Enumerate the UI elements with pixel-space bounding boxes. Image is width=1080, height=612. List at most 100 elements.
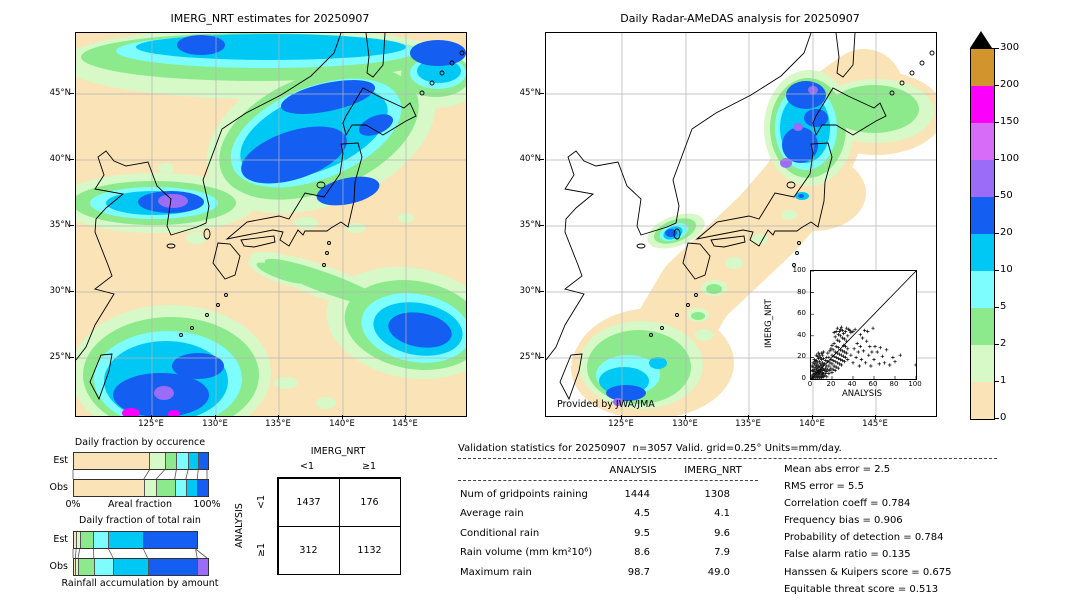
stats-analysis-value: 98.7 [627,566,650,578]
metric-line: Correlation coeff = 0.784 [784,498,911,510]
occurrence-obs-bar [73,479,209,497]
bar-segment [74,532,78,548]
totalrain-obs-bar [73,558,209,576]
inset-x-tick: 60 [868,380,878,388]
left-map-lon-label: 125°E [138,419,164,429]
right-map-title: Daily Radar-AMeDAS analysis for 20250907 [620,12,860,25]
bar-segment [157,480,176,496]
bar-segment [165,453,178,469]
inset-scatter [810,270,917,380]
occurrence-chart-title: Daily fraction by occurence [74,437,206,448]
inset-y-tick: 40 [797,330,806,339]
right-map-lon-label: 145°E [862,419,888,429]
metric-line: RMS error = 5.5 [784,481,864,493]
contingency-hits-cell: 1132 [338,525,401,575]
contingency-col-title: IMERG_NRT [310,446,366,457]
occurrence-est-bar [73,452,209,470]
left-map-lat-label: 30°N [49,286,71,296]
metric-line: Hanssen & Kuipers score = 0.675 [784,566,952,578]
colorbar-tick-label: 10 [1000,264,1013,275]
totalrain-connectors [72,548,208,559]
contingency-col-label-ge1: ≥1 [361,461,376,472]
right-map-lat-label: 25°N [519,352,541,362]
areal-fraction-label: Areal fraction [107,499,172,510]
colorbar-segment [971,234,994,271]
colorbar-segment [971,345,994,382]
stats-metrics: Mean abs error = 2.5 RMS error = 5.5 Corre… [784,461,1000,598]
contingency-hits-miss-cell: 1437 [277,477,340,527]
colorbar-tick-label: 20 [1000,227,1013,238]
stats-imerg-value: 1308 [704,489,730,500]
inset-ylabel: IMERG_NRT [764,299,774,349]
bar-segment [114,559,149,575]
inset-y-tick: 0 [801,374,806,382]
bar-segment [74,559,77,575]
bar-segment [177,453,190,469]
inset-x-tick: 0 [807,380,813,388]
inset-y-tick: 80 [797,287,806,296]
stats-imerg-value: 7.9 [714,547,730,559]
bar-segment [77,532,81,548]
right-map-precip-contours [571,49,936,416]
bar-segment [144,480,158,496]
bar-segment [150,453,166,469]
occurrence-obs-label: Obs [49,482,68,493]
stats-imerg-value: 4.1 [714,508,730,520]
colorbar-segment [971,308,994,345]
radar-credit: Provided by JWA/JMA [557,399,655,410]
stats-row: Num of gridpoints raining 1444 1308 [460,485,730,504]
totalrain-est-bar [73,531,198,549]
colorbar-segment [971,49,994,86]
totalrain-caption: Rainfall accumulation by amount [61,578,219,589]
left-map-lat-label: 45°N [49,88,71,98]
stats-row-label: Num of gridpoints raining [460,489,588,500]
contingency-col-label-lt1: <1 [299,461,314,472]
right-map-lat-label: 40°N [519,154,541,164]
stats-row-label: Average rain [460,508,524,520]
bar-segment [198,480,208,496]
left-map [75,32,467,417]
inset-y-tick: 60 [797,309,806,318]
left-map-lat-label: 35°N [49,220,71,230]
right-map-lat-label: 30°N [519,286,541,296]
contingency-false-alarm-cell: 176 [338,477,401,527]
colorbar-segment [971,271,994,308]
colorbar-overflow-triangle [970,31,992,48]
colorbar [970,48,995,420]
stats-rows: Num of gridpoints raining 1444 1308 Average… [460,485,730,582]
left-map-lon-label: 130°E [202,419,228,429]
right-map-lon-label: 135°E [735,419,761,429]
contingency-table: 1437 176 312 1132 [277,477,401,575]
stats-row-label: Rain volume (mm km²10⁶) [460,547,593,559]
inset-x-tick: 40 [847,380,857,388]
areal-fraction-0: 0% [65,499,81,510]
right-map-lat-label: 45°N [519,88,541,98]
metric-line: Frequency bias = 0.906 [784,515,903,527]
stats-row: Rain volume (mm km²10⁶) 8.6 7.9 [460,543,730,562]
inset-tick-marks [811,271,916,379]
areal-fraction-100: 100% [193,499,221,510]
totalrain-obs-label: Obs [49,561,68,572]
metric-line: Probability of detection = 0.784 [784,532,944,544]
colorbar-segment [971,123,994,160]
occurrence-est-label: Est [53,455,68,466]
metric-line: False alarm ratio = 0.135 [784,549,911,561]
stats-col-imerg: IMERG_NRT [684,465,742,476]
colorbar-segment [971,160,994,197]
stats-imerg-value: 9.6 [714,527,730,539]
stats-analysis-value: 4.5 [634,508,650,520]
coastlines [76,33,465,401]
bar-segment [144,532,197,548]
stats-row: Maximum rain 98.7 49.0 [460,563,730,582]
stats-header-rule [458,480,758,481]
bar-segment [189,453,200,469]
colorbar-segment [971,382,994,419]
contingency-row-label-lt1: <1 [256,495,267,510]
bar-segment [79,559,95,575]
bar-segment [199,453,208,469]
bar-segment [109,532,145,548]
left-map-lat-label: 25°N [49,352,71,362]
stats-imerg-value: 49.0 [707,566,730,578]
one-to-one-line [811,271,916,379]
